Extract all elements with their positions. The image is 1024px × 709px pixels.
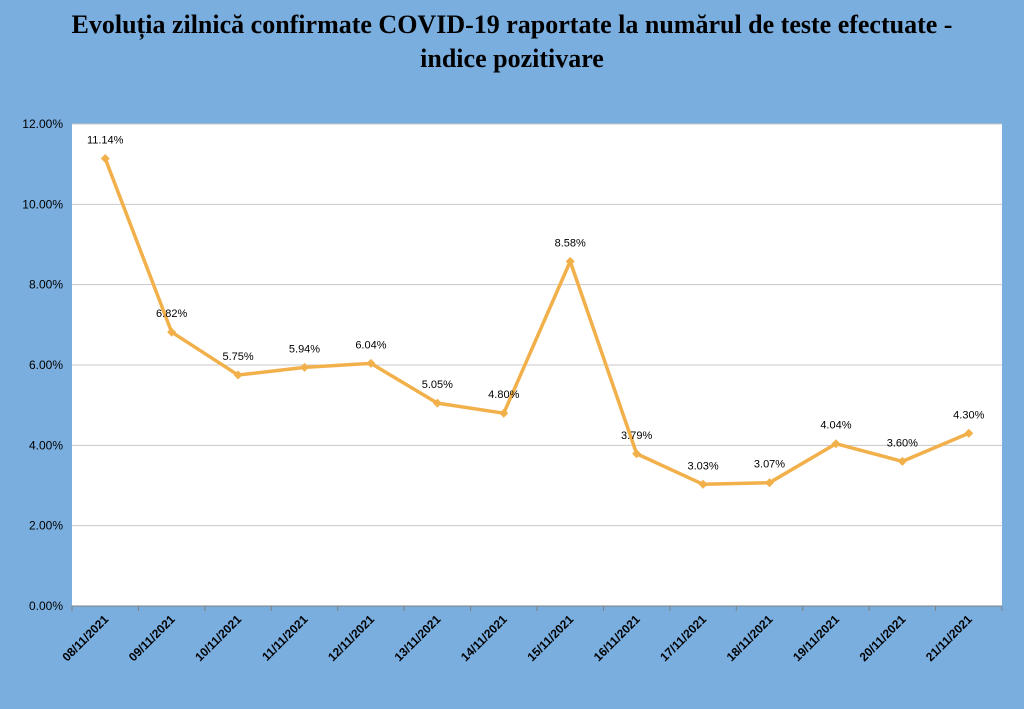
data-label: 4.30%: [953, 409, 984, 421]
data-point: [366, 358, 376, 368]
chart-title: Evoluția zilnică confirmate COVID-19 rap…: [0, 8, 1024, 76]
x-tick-label: 18/11/2021: [724, 612, 776, 664]
data-point: [964, 428, 974, 438]
data-label: 6.82%: [156, 308, 187, 320]
y-tick-label: 0.00%: [29, 599, 63, 613]
data-label: 5.05%: [422, 379, 453, 391]
data-label: 3.79%: [621, 430, 652, 442]
y-tick-label: 4.00%: [29, 438, 63, 452]
x-tick-label: 16/11/2021: [591, 612, 643, 664]
data-point: [565, 256, 575, 266]
data-label: 5.94%: [289, 343, 320, 355]
data-point: [300, 362, 309, 372]
chart-title-line-2: indice pozitivare: [420, 44, 604, 73]
data-label: 3.07%: [754, 459, 785, 471]
y-tick-label: 2.00%: [29, 519, 63, 533]
data-point: [233, 370, 243, 380]
data-point: [632, 449, 642, 459]
y-tick-label: 10.00%: [22, 197, 63, 211]
data-point: [765, 478, 774, 488]
data-label: 3.03%: [687, 460, 718, 472]
y-tick-label: 6.00%: [29, 358, 63, 372]
data-point: [698, 479, 708, 489]
data-label: 4.80%: [488, 389, 519, 401]
x-tick-label: 10/11/2021: [192, 612, 244, 664]
data-label: 8.58%: [555, 237, 586, 249]
data-point: [831, 439, 841, 449]
x-tick-label: 14/11/2021: [458, 612, 510, 664]
x-tick-label: 19/11/2021: [790, 612, 842, 664]
x-tick-label: 13/11/2021: [392, 612, 444, 664]
data-point: [432, 398, 442, 408]
x-tick-label: 12/11/2021: [325, 612, 377, 664]
x-tick-label: 09/11/2021: [126, 612, 178, 664]
data-point: [499, 408, 509, 418]
x-tick-label: 21/11/2021: [923, 612, 975, 664]
x-tick-label: 11/11/2021: [259, 612, 311, 664]
data-label: 6.04%: [355, 339, 386, 351]
data-label: 5.75%: [222, 351, 253, 363]
series-line: [103, 156, 971, 487]
x-tick-label: 20/11/2021: [857, 612, 909, 664]
chart-title-line-1: Evoluția zilnică confirmate COVID-19 rap…: [71, 10, 953, 39]
x-tick-label: 08/11/2021: [59, 612, 111, 664]
x-tick-label: 15/11/2021: [524, 612, 576, 664]
data-label: 11.14%: [87, 135, 124, 147]
data-point: [897, 456, 907, 466]
data-point: [100, 154, 110, 164]
x-tick-label: 17/11/2021: [657, 612, 709, 664]
y-tick-label: 8.00%: [29, 278, 63, 292]
y-tick-label: 12.00%: [22, 117, 63, 131]
data-label: 3.60%: [887, 437, 918, 449]
data-point: [167, 327, 177, 337]
data-label: 4.04%: [820, 420, 851, 432]
